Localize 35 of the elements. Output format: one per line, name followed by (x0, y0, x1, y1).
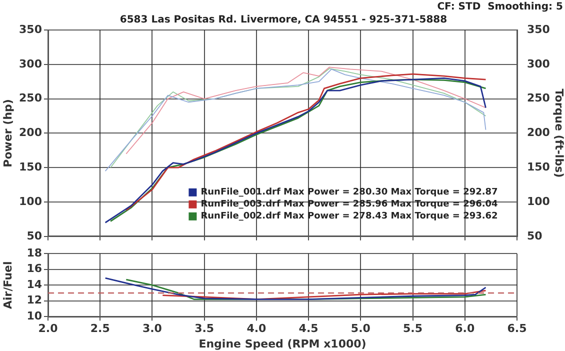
y-tick-label: 200 (19, 126, 42, 140)
y-tick-label: 100 (19, 194, 42, 208)
y2-tick-label: 50 (527, 229, 543, 242)
x-tick-label: 3.0 (142, 322, 162, 336)
x-tick-label: 2.5 (90, 322, 110, 336)
y-tick-label: 350 (19, 22, 42, 36)
y2-tick-label: 300 (527, 57, 550, 70)
y-tick-label: 12 (26, 294, 42, 307)
y-axis-title: Power (hp) (1, 99, 14, 168)
y2-tick-label: 150 (527, 160, 550, 174)
y-tick-label: 50 (26, 229, 42, 242)
y-tick-label: 300 (19, 57, 42, 70)
chart-title: 6583 Las Positas Rd. Livermore, CA 94551 - 925-371-5888 (120, 14, 448, 26)
y-tick-label: 250 (19, 92, 42, 105)
y2-tick-label: 200 (527, 126, 550, 140)
x-tick-label: 5.0 (350, 322, 371, 336)
y-tick-label: 150 (19, 160, 42, 174)
y-tick-label: 14 (26, 278, 42, 291)
x-axis-title: Engine Speed (RPM x1000) (198, 337, 366, 350)
text: CF: STD Smoothing: 5 (437, 2, 564, 13)
x-tick-label: 2.0 (38, 322, 58, 336)
x-tick-label: 5.5 (403, 322, 423, 336)
x-tick-label: 6.5 (507, 322, 527, 336)
x-tick-label: 4.5 (298, 322, 318, 336)
y-axis-title: Air/Fuel (1, 261, 14, 309)
x-tick-label: 6.0 (455, 322, 475, 336)
y2-tick-label: 350 (527, 22, 550, 36)
y2-tick-label: 100 (527, 194, 550, 208)
x-tick-label: 4.0 (246, 322, 267, 336)
y-tick-label: 10 (26, 309, 42, 322)
y2-tick-label: 250 (527, 92, 550, 105)
x-tick-label: 3.5 (194, 322, 214, 336)
y-tick-label: 18 (26, 246, 42, 260)
y-tick-label: 16 (26, 262, 42, 276)
y2-axis-title: Torque (ft-lbs) (552, 88, 565, 178)
